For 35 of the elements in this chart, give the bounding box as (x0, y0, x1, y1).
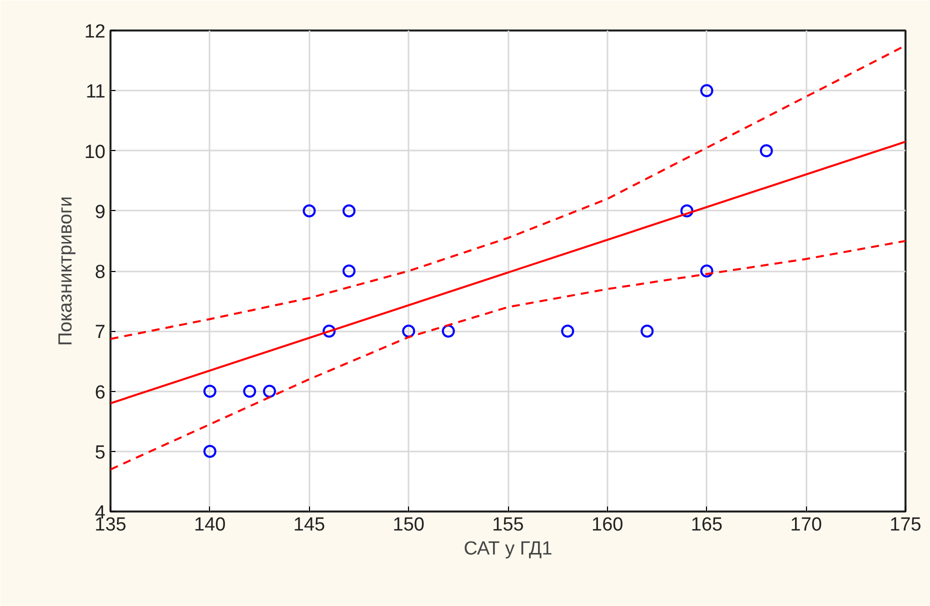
point (640, 324, 654, 338)
x-tick-label: 155 (492, 514, 524, 536)
point (442, 324, 455, 338)
point (322, 324, 336, 338)
y-tick-label: 10 (84, 142, 106, 163)
point (302, 204, 316, 218)
point (700, 84, 714, 98)
point (243, 384, 256, 398)
point (760, 144, 773, 158)
point (203, 384, 216, 398)
point (342, 204, 356, 218)
line-series (110, 240, 906, 470)
point (263, 384, 276, 398)
y-axis-title: Показниктривоги (55, 196, 76, 346)
y-tick-label: 8 (94, 262, 106, 283)
x-tick-label: 145 (293, 514, 326, 536)
x-tick-label: 140 (194, 514, 226, 536)
point (402, 324, 416, 338)
y-tick-label: 5 (94, 442, 106, 464)
point (680, 204, 694, 218)
point (700, 264, 714, 278)
point (203, 444, 216, 458)
point (561, 324, 574, 338)
y-tick-label: 6 (94, 382, 106, 404)
x-tick-label: 165 (690, 514, 723, 536)
x-tick-label: 160 (592, 514, 624, 536)
y-tick-label: 12 (84, 22, 106, 42)
x-tick-label: 175 (890, 514, 922, 536)
x-tick-label: 170 (790, 514, 822, 536)
y-tick-label: 7 (94, 322, 106, 344)
x-axis-title: САТ у ГД1 (464, 538, 552, 560)
x-tick-label: 150 (392, 514, 424, 536)
point (342, 264, 356, 278)
y-tick-label: 9 (94, 202, 106, 223)
y-tick-label: 11 (86, 82, 106, 103)
